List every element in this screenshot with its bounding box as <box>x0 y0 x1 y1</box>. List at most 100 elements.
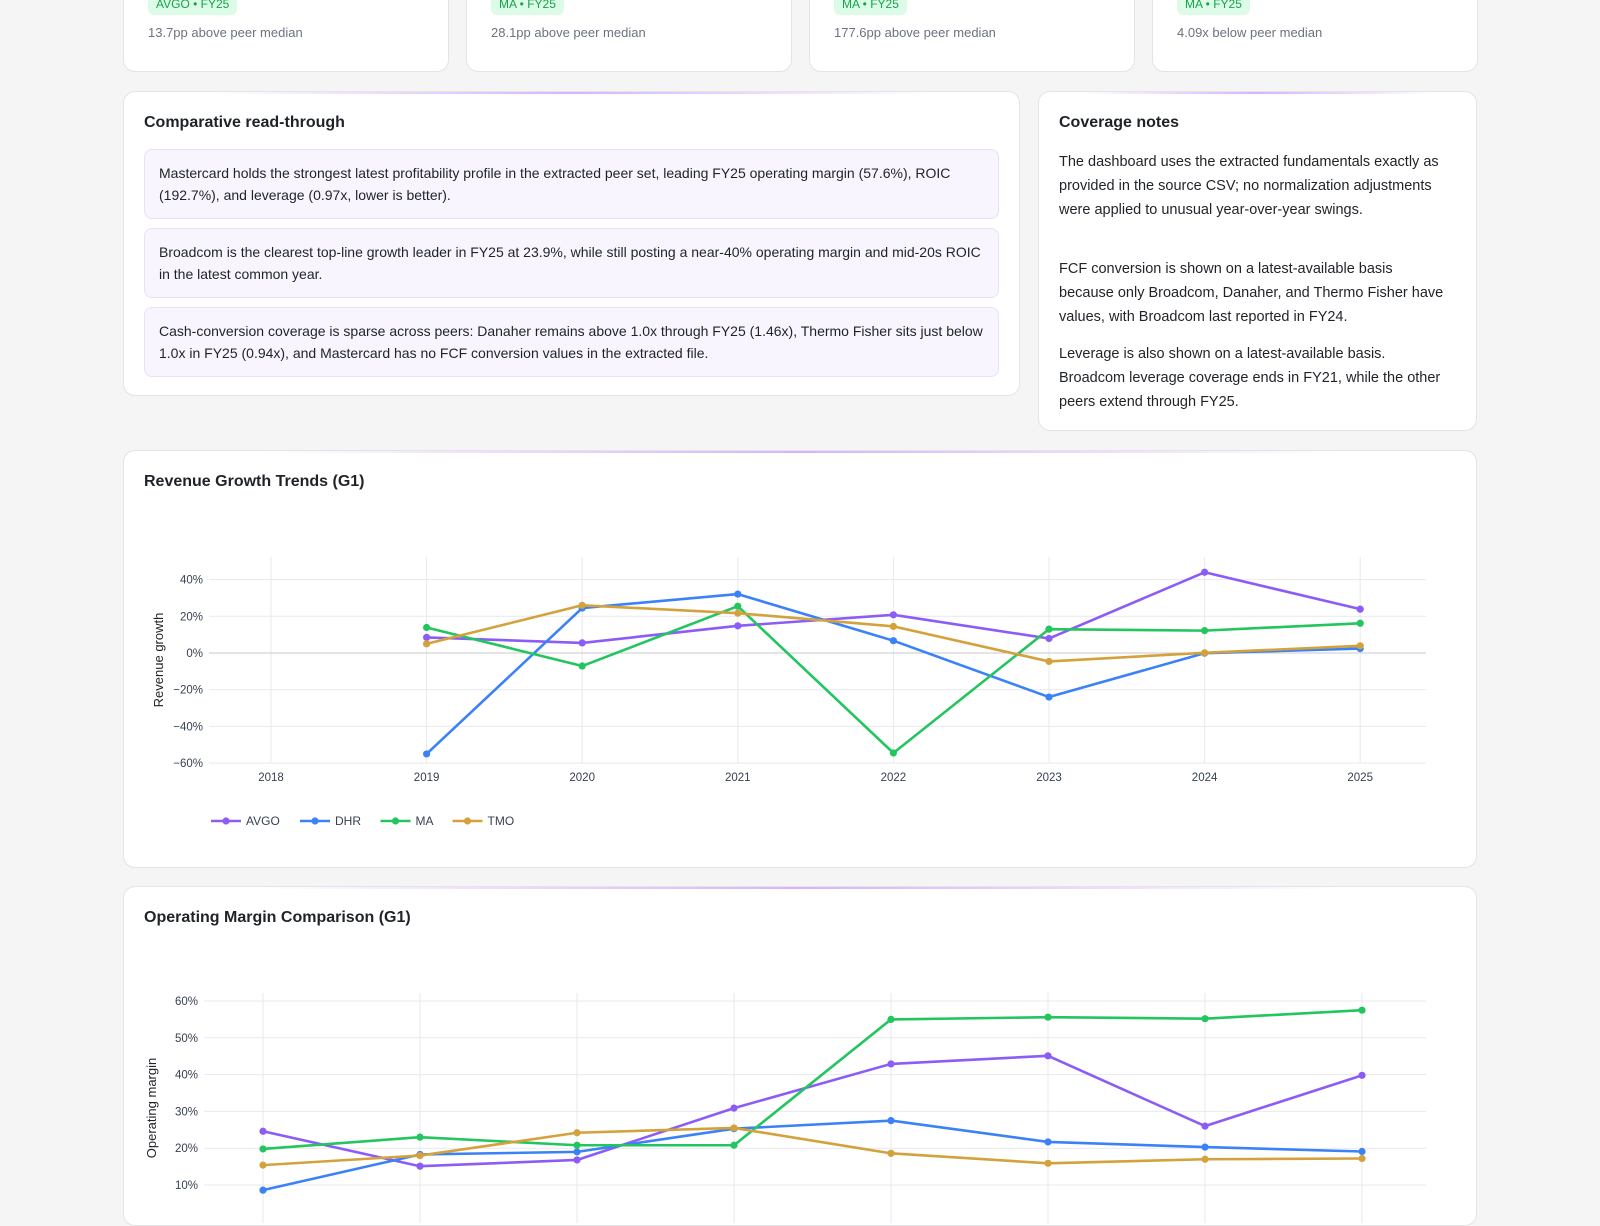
series-line-avgo <box>262 1054 1363 1168</box>
y-tick-label: 20% <box>180 611 203 623</box>
coverage-note: Leverage is also shown on a latest-avail… <box>1059 346 1441 410</box>
x-tick-label: 2021 <box>725 772 751 784</box>
data-point-ma[interactable] <box>423 623 431 632</box>
data-point-ma[interactable] <box>887 1015 895 1023</box>
metric-card: AVGO • FY25 13.7pp above peer median <box>123 0 449 72</box>
insight-item: Mastercard holds the strongest latest pr… <box>144 149 999 219</box>
x-tick-label: 2022 <box>881 772 907 784</box>
x-tick-label: 2023 <box>1036 772 1062 784</box>
data-point-ma[interactable] <box>1044 1013 1052 1021</box>
revenue-growth-card: Revenue Growth Trends (G1) −60% −40% −20% 0… <box>123 450 1477 868</box>
metric-badge: MA • FY25 <box>834 0 907 15</box>
data-point-ma[interactable] <box>259 1145 267 1153</box>
data-point-ma[interactable] <box>734 602 742 610</box>
series-line-ma <box>262 1008 1363 1151</box>
legend-label-dhr[interactable]: DHR <box>335 814 361 828</box>
data-point-avgo[interactable] <box>259 1127 267 1135</box>
metric-badge: MA • FY25 <box>1177 0 1250 15</box>
data-point-ma[interactable] <box>578 662 586 670</box>
data-point-tmo[interactable] <box>416 1151 424 1160</box>
metric-card: MA • FY25 4.09x below peer median <box>1152 0 1478 72</box>
x-tick-label: 2025 <box>1347 772 1373 784</box>
data-point-dhr[interactable] <box>1045 693 1053 701</box>
data-point-avgo[interactable] <box>734 622 742 630</box>
y-tick-label: 50% <box>175 1033 198 1045</box>
chart-title: Operating Margin Comparison (G1) <box>144 909 411 926</box>
data-point-avgo[interactable] <box>423 633 431 642</box>
data-point-tmo[interactable] <box>1201 1155 1209 1163</box>
y-tick-label: −20% <box>173 685 203 697</box>
x-tick-label: 2018 <box>258 772 284 784</box>
data-point-tmo[interactable] <box>734 609 742 617</box>
data-point-tmo[interactable] <box>1045 657 1053 666</box>
data-point-dhr[interactable] <box>887 1117 895 1125</box>
data-point-tmo[interactable] <box>1201 649 1209 657</box>
data-point-ma[interactable] <box>573 1141 581 1149</box>
data-point-ma[interactable] <box>1358 1006 1366 1014</box>
data-point-ma[interactable] <box>1201 627 1209 635</box>
data-point-avgo[interactable] <box>573 1156 581 1164</box>
data-point-avgo[interactable] <box>1201 568 1209 576</box>
data-point-tmo[interactable] <box>423 640 431 648</box>
y-axis-label: Operating margin <box>144 1058 159 1158</box>
data-point-avgo[interactable] <box>889 611 898 619</box>
coverage-note: The dashboard uses the extracted fundame… <box>1059 154 1439 218</box>
data-point-ma[interactable] <box>889 749 898 757</box>
metric-subtext: 13.7pp above peer median <box>148 25 303 40</box>
metric-badge: AVGO • FY25 <box>148 0 238 15</box>
metric-badge: MA • FY25 <box>491 0 564 15</box>
data-point-dhr[interactable] <box>1044 1138 1052 1146</box>
data-point-tmo[interactable] <box>730 1124 738 1132</box>
data-point-dhr[interactable] <box>573 1148 581 1156</box>
data-point-tmo[interactable] <box>578 601 586 609</box>
data-point-ma[interactable] <box>1045 625 1053 633</box>
legend-label-ma[interactable]: MA <box>416 814 434 828</box>
readthrough-title: Comparative read-through <box>144 114 345 131</box>
data-point-dhr[interactable] <box>889 637 898 645</box>
data-point-avgo[interactable] <box>416 1162 424 1170</box>
series-line-dhr <box>262 1119 1363 1192</box>
operating-margin-chart: 10% 20% 30% 40% 50% 60% Operating margin <box>144 993 1426 1223</box>
data-point-dhr[interactable] <box>1201 1143 1209 1151</box>
metric-subtext: 4.09x below peer median <box>1177 25 1323 40</box>
data-point-avgo[interactable] <box>1201 1122 1209 1130</box>
data-point-tmo[interactable] <box>1356 642 1364 650</box>
data-point-ma[interactable] <box>416 1133 424 1141</box>
data-point-tmo[interactable] <box>573 1129 581 1137</box>
coverage-title: Coverage notes <box>1059 114 1180 131</box>
legend-label-avgo[interactable]: AVGO <box>246 814 280 828</box>
data-point-tmo[interactable] <box>259 1161 267 1169</box>
data-point-ma[interactable] <box>1356 619 1364 627</box>
data-point-avgo[interactable] <box>887 1060 895 1068</box>
y-tick-label: 60% <box>175 996 198 1008</box>
data-point-dhr[interactable] <box>423 750 431 758</box>
data-point-dhr[interactable] <box>259 1186 267 1194</box>
legend-marker <box>391 817 400 825</box>
series-line-tmo <box>262 1126 1363 1167</box>
y-tick-label: 10% <box>175 1180 198 1192</box>
insight-item: Cash-conversion coverage is sparse acros… <box>144 307 999 377</box>
data-point-tmo[interactable] <box>887 1149 895 1157</box>
data-point-avgo[interactable] <box>1044 1052 1052 1060</box>
metric-subtext: 177.6pp above peer median <box>834 25 996 40</box>
data-point-avgo[interactable] <box>1356 605 1364 613</box>
y-tick-label: −60% <box>173 758 203 770</box>
legend-marker <box>222 817 230 825</box>
legend-marker <box>311 817 319 825</box>
y-tick-label: 0% <box>186 648 203 660</box>
coverage-note: FCF conversion is shown on a latest-avai… <box>1059 261 1444 325</box>
revenue-growth-chart: −60% −40% −20% 0% 20% 40% 2018 2019 2020 2021 2022… <box>151 557 1426 828</box>
data-point-avgo[interactable] <box>730 1104 738 1112</box>
data-point-tmo[interactable] <box>889 622 898 630</box>
data-point-avgo[interactable] <box>578 639 586 647</box>
data-point-tmo[interactable] <box>1044 1159 1052 1167</box>
chart-title: Revenue Growth Trends (G1) <box>144 473 365 490</box>
data-point-dhr[interactable] <box>1358 1147 1366 1156</box>
legend-label-tmo[interactable]: TMO <box>488 814 515 828</box>
data-point-avgo[interactable] <box>1045 634 1053 643</box>
data-point-ma[interactable] <box>1201 1015 1209 1023</box>
data-point-avgo[interactable] <box>1358 1071 1366 1079</box>
data-point-tmo[interactable] <box>1358 1154 1366 1163</box>
data-point-dhr[interactable] <box>734 590 742 598</box>
data-point-ma[interactable] <box>730 1141 738 1149</box>
